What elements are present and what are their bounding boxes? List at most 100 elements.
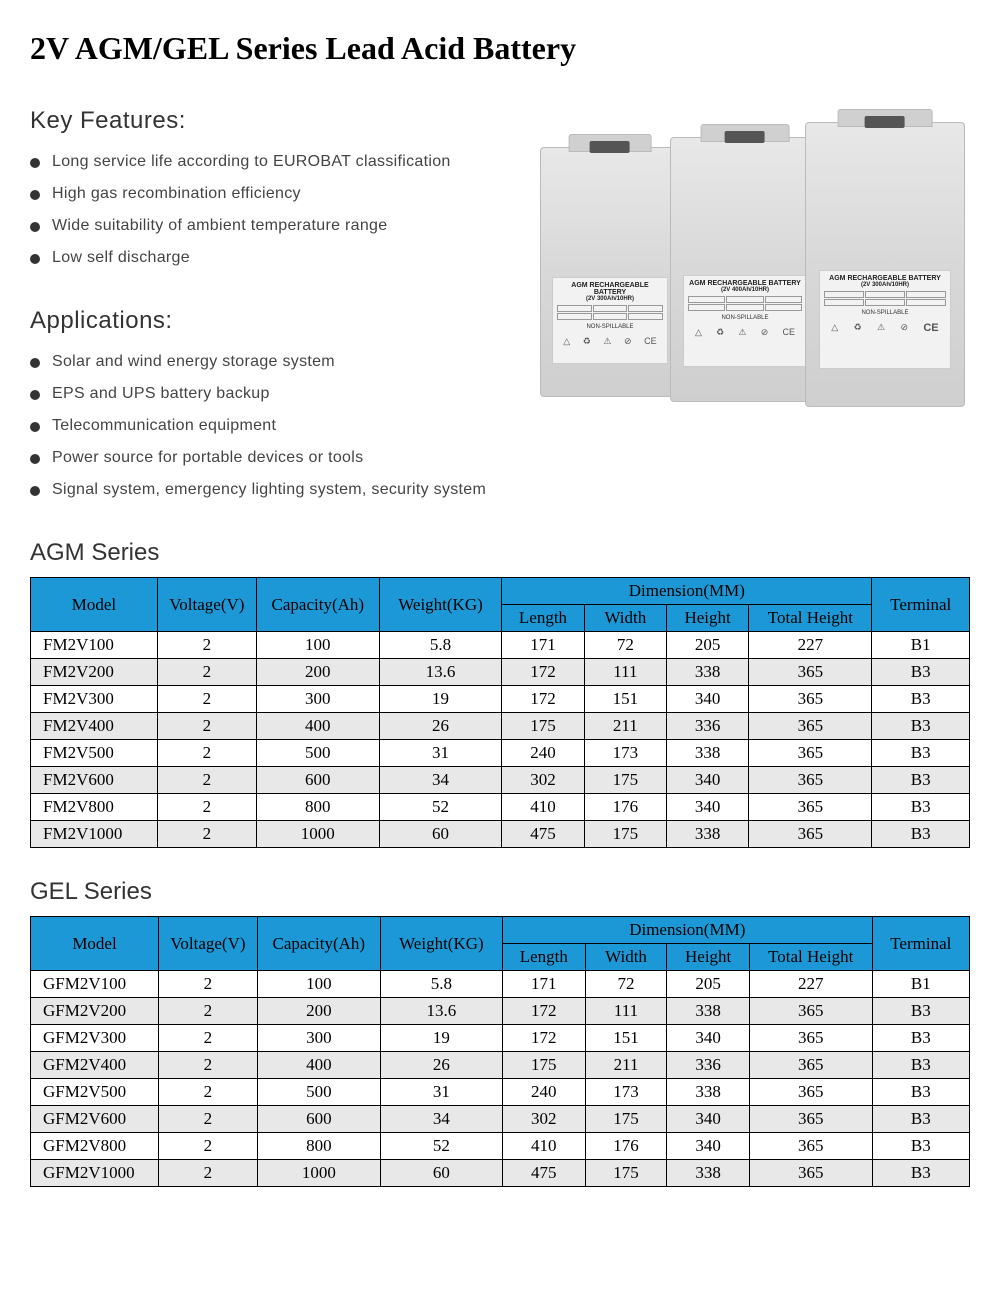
table-cell: 500 xyxy=(256,740,379,767)
table-cell: 365 xyxy=(749,767,872,794)
table-cell: GFM2V800 xyxy=(31,1133,159,1160)
table-cell: 800 xyxy=(256,794,379,821)
table-cell: 338 xyxy=(666,659,748,686)
table-cell: 365 xyxy=(749,998,872,1025)
table-cell: 365 xyxy=(749,686,872,713)
table-cell: 211 xyxy=(585,1052,667,1079)
table-cell: 365 xyxy=(749,1106,872,1133)
col-length: Length xyxy=(502,605,585,632)
table-cell: 34 xyxy=(379,767,501,794)
table-cell: 1000 xyxy=(256,821,379,848)
col-voltage: Voltage(V) xyxy=(157,578,256,632)
table-row: FM2V800280052410176340365B3 xyxy=(31,794,970,821)
table-row: GFM2V400240026175211336365B3 xyxy=(31,1052,970,1079)
table-cell: 600 xyxy=(256,767,379,794)
table-cell: 475 xyxy=(502,821,585,848)
table-cell: B3 xyxy=(872,1160,969,1187)
table-row: GFM2V200220013.6172111338365B3 xyxy=(31,998,970,1025)
col-total-height: Total Height xyxy=(749,944,872,971)
table-cell: 227 xyxy=(749,632,872,659)
application-item: Solar and wind energy storage system xyxy=(30,353,970,371)
table-cell: B3 xyxy=(872,1025,969,1052)
table-cell: GFM2V400 xyxy=(31,1052,159,1079)
table-cell: GFM2V100 xyxy=(31,971,159,998)
col-weight: Weight(KG) xyxy=(379,578,501,632)
table-cell: 340 xyxy=(666,767,748,794)
table-cell: FM2V500 xyxy=(31,740,158,767)
table-cell: FM2V400 xyxy=(31,713,158,740)
table-cell: 100 xyxy=(256,632,379,659)
page-title: 2V AGM/GEL Series Lead Acid Battery xyxy=(30,30,970,67)
table-row: FM2V10002100060475175338365B3 xyxy=(31,821,970,848)
battery-label-title: AGM RECHARGEABLE BATTERY xyxy=(557,282,663,296)
table-cell: 175 xyxy=(585,1106,667,1133)
table-cell: 2 xyxy=(157,740,256,767)
table-cell: 300 xyxy=(257,1025,380,1052)
table-cell: 2 xyxy=(159,971,258,998)
table-cell: B1 xyxy=(872,971,969,998)
agm-table-body: FM2V10021005.817172205227B1FM2V200220013… xyxy=(31,632,970,848)
table-row: FM2V300230019172151340365B3 xyxy=(31,686,970,713)
table-cell: 72 xyxy=(585,971,667,998)
table-cell: 410 xyxy=(503,1133,586,1160)
application-item: Signal system, emergency lighting system… xyxy=(30,481,970,499)
table-cell: 2 xyxy=(159,1133,258,1160)
agm-table-head: Model Voltage(V) Capacity(Ah) Weight(KG)… xyxy=(31,578,970,632)
table-cell: 365 xyxy=(749,659,872,686)
col-weight: Weight(KG) xyxy=(380,917,502,971)
table-cell: B3 xyxy=(872,767,970,794)
table-cell: 26 xyxy=(380,1052,502,1079)
table-cell: FM2V1000 xyxy=(31,821,158,848)
table-cell: 400 xyxy=(257,1052,380,1079)
table-cell: FM2V300 xyxy=(31,686,158,713)
table-cell: 365 xyxy=(749,1025,872,1052)
table-cell: 2 xyxy=(159,1160,258,1187)
table-cell: B3 xyxy=(872,998,969,1025)
feature-item: Wide suitability of ambient temperature … xyxy=(30,217,970,235)
table-cell: 2 xyxy=(157,632,256,659)
table-cell: 2 xyxy=(157,686,256,713)
table-cell: 26 xyxy=(379,713,501,740)
col-model: Model xyxy=(31,578,158,632)
table-cell: 338 xyxy=(667,998,749,1025)
table-cell: B3 xyxy=(872,740,970,767)
table-cell: 175 xyxy=(584,821,666,848)
battery-label-sub: (2V 400Ah/10HR) xyxy=(688,287,802,293)
table-cell: 2 xyxy=(157,713,256,740)
table-cell: 205 xyxy=(666,632,748,659)
col-capacity: Capacity(Ah) xyxy=(256,578,379,632)
table-cell: 176 xyxy=(584,794,666,821)
table-cell: GFM2V300 xyxy=(31,1025,159,1052)
table-row: GFM2V600260034302175340365B3 xyxy=(31,1106,970,1133)
table-cell: 211 xyxy=(584,713,666,740)
feature-item: Long service life according to EUROBAT c… xyxy=(30,153,970,171)
table-cell: 13.6 xyxy=(379,659,501,686)
col-terminal: Terminal xyxy=(872,578,970,632)
table-cell: 200 xyxy=(257,998,380,1025)
col-dimension-group: Dimension(MM) xyxy=(502,578,872,605)
nonspill-text: NON-SPILLABLE xyxy=(557,324,663,330)
table-cell: 340 xyxy=(666,686,748,713)
table-cell: 2 xyxy=(159,1025,258,1052)
table-row: GFM2V10002100060475175338365B3 xyxy=(31,1160,970,1187)
table-cell: 60 xyxy=(380,1160,502,1187)
table-cell: 31 xyxy=(379,740,501,767)
gel-table-body: GFM2V10021005.817172205227B1GFM2V2002200… xyxy=(31,971,970,1187)
table-cell: B3 xyxy=(872,821,970,848)
table-cell: 52 xyxy=(379,794,501,821)
table-cell: 340 xyxy=(666,794,748,821)
table-cell: 172 xyxy=(503,998,586,1025)
table-cell: 172 xyxy=(502,686,585,713)
table-cell: 72 xyxy=(584,632,666,659)
table-cell: 800 xyxy=(257,1133,380,1160)
table-cell: FM2V200 xyxy=(31,659,158,686)
table-cell: 31 xyxy=(380,1079,502,1106)
table-cell: 338 xyxy=(667,1079,749,1106)
table-cell: 151 xyxy=(585,1025,667,1052)
table-cell: B1 xyxy=(872,632,970,659)
table-cell: 13.6 xyxy=(380,998,502,1025)
table-cell: 171 xyxy=(503,971,586,998)
col-total-height: Total Height xyxy=(749,605,872,632)
table-cell: 338 xyxy=(667,1160,749,1187)
col-capacity: Capacity(Ah) xyxy=(257,917,380,971)
